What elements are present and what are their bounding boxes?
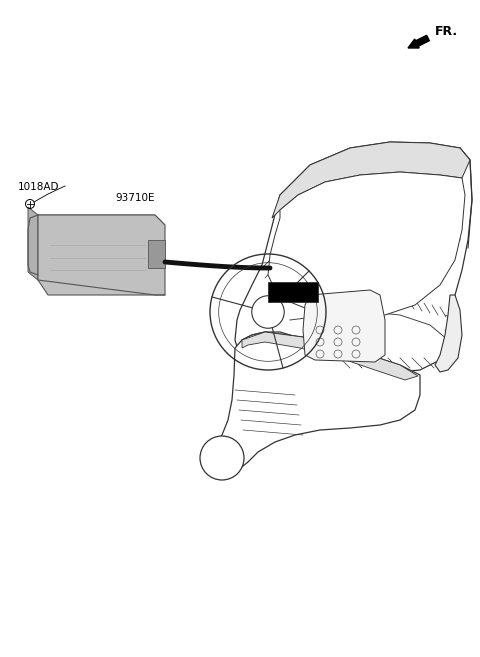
Polygon shape bbox=[268, 172, 465, 318]
Polygon shape bbox=[38, 215, 165, 295]
Polygon shape bbox=[272, 142, 470, 218]
Polygon shape bbox=[303, 290, 385, 362]
Polygon shape bbox=[148, 240, 165, 268]
Polygon shape bbox=[38, 215, 165, 225]
Polygon shape bbox=[235, 142, 472, 372]
Text: FR.: FR. bbox=[435, 25, 458, 38]
Polygon shape bbox=[28, 207, 38, 280]
Text: 1018AD: 1018AD bbox=[18, 182, 60, 192]
Polygon shape bbox=[212, 332, 420, 475]
FancyArrow shape bbox=[408, 35, 429, 48]
Circle shape bbox=[200, 436, 244, 480]
Polygon shape bbox=[268, 282, 318, 302]
Polygon shape bbox=[435, 295, 462, 372]
Polygon shape bbox=[242, 332, 418, 380]
Text: 93710E: 93710E bbox=[115, 193, 155, 203]
